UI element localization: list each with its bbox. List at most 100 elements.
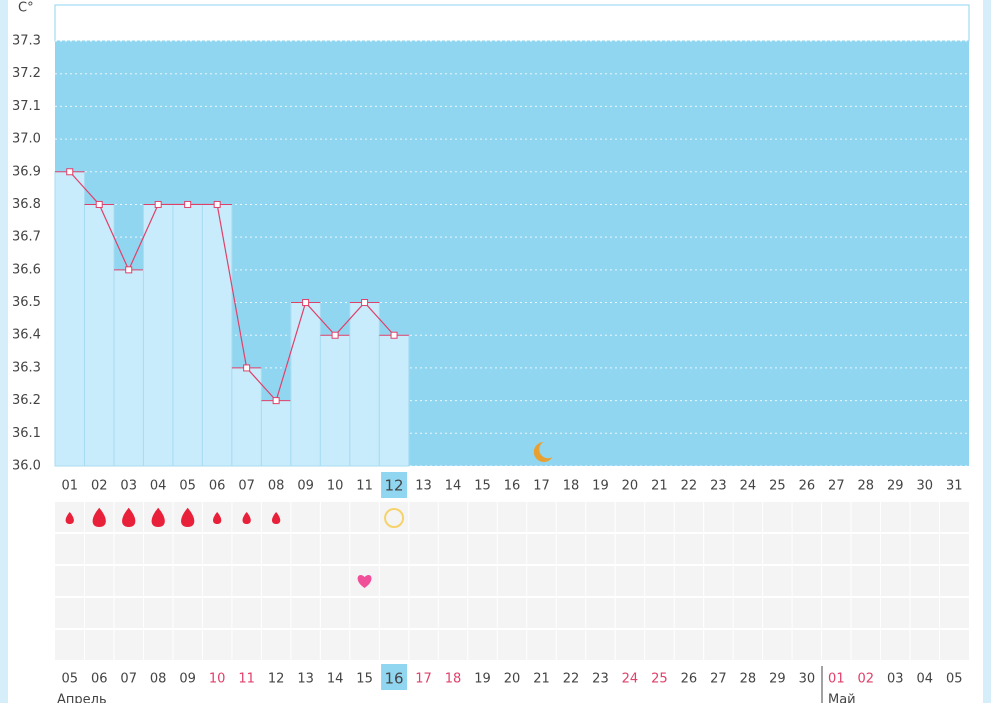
x-tick-label: 02: [91, 479, 108, 494]
calendar-day: 19: [474, 672, 491, 687]
x-tick-label: 06: [209, 479, 226, 494]
y-tick-label: 36.2: [12, 393, 41, 408]
x-tick-label: 25: [769, 479, 786, 494]
y-tick-label: 37.1: [12, 99, 41, 114]
calendar-day: 16: [385, 670, 404, 688]
y-tick-label: 36.3: [12, 360, 41, 375]
temperature-line: [69, 171, 395, 402]
x-tick-label: 31: [946, 479, 963, 494]
x-tick-label: 17: [533, 479, 550, 494]
x-tick-label: 27: [828, 479, 845, 494]
y-tick-label: 37.3: [12, 34, 41, 49]
bar: [201, 203, 233, 467]
x-tick-label: 07: [238, 479, 255, 494]
bar: [319, 334, 351, 467]
x-tick-label: 29: [887, 479, 904, 494]
month-label: Май: [828, 693, 856, 703]
x-tick-label: 05: [179, 479, 196, 494]
calendar-day: 20: [504, 672, 521, 687]
calendar-day: 18: [445, 672, 462, 687]
drop-icon: [271, 512, 281, 524]
calendar-day: 25: [651, 672, 668, 687]
point-marker: [390, 331, 398, 339]
calendar-day: 23: [592, 672, 609, 687]
bar: [378, 334, 410, 467]
bar: [54, 171, 85, 467]
y-tick-label: 36.6: [12, 262, 41, 277]
y-tick-label: 36.5: [12, 295, 41, 310]
x-tick-label: 09: [297, 479, 314, 494]
point-marker: [213, 200, 221, 208]
calendar-day: 27: [710, 672, 727, 687]
drop-icon: [242, 512, 251, 524]
point-marker: [361, 299, 369, 307]
event-grid: [55, 502, 969, 662]
calendar-day: 21: [533, 672, 550, 687]
calendar-day: 15: [356, 672, 373, 687]
x-tick-label: 19: [592, 479, 609, 494]
point-marker: [243, 364, 251, 372]
calendar-day: 03: [887, 672, 904, 687]
x-tick-label: 18: [563, 479, 580, 494]
calendar-day: 01: [828, 672, 845, 687]
x-tick-label: 24: [740, 479, 757, 494]
bar: [290, 302, 321, 467]
calendar-day: 09: [179, 672, 196, 687]
bar: [83, 203, 115, 467]
y-tick-label: 36.9: [12, 164, 41, 179]
x-tick-label: 03: [120, 479, 137, 494]
point-marker: [95, 200, 103, 208]
y-tick-label: 36.1: [12, 426, 41, 441]
calendar-day: 10: [209, 672, 226, 687]
x-tick-label: 30: [917, 479, 934, 494]
x-tick-label: 22: [681, 479, 698, 494]
y-tick-label: 37.0: [12, 132, 41, 147]
y-tick-label: 37.2: [12, 66, 41, 81]
heart-icon: [357, 575, 372, 588]
x-tick-label: 14: [445, 479, 462, 494]
x-tick-label: 08: [268, 479, 285, 494]
calendar-day: 07: [120, 672, 137, 687]
calendar-day: 28: [740, 672, 757, 687]
y-tick-label: 36.7: [12, 230, 41, 245]
bar: [113, 269, 144, 467]
x-tick-label: 11: [356, 479, 373, 494]
x-tick-label: 13: [415, 479, 432, 494]
x-tick-label: 01: [61, 479, 78, 494]
x-tick-label: 16: [504, 479, 521, 494]
calendar-day: 04: [917, 672, 934, 687]
x-tick-label: 20: [622, 479, 639, 494]
bar: [231, 367, 262, 467]
drop-icon: [122, 507, 136, 527]
drop-icon: [181, 507, 195, 527]
ovulation-icon: [384, 508, 405, 528]
x-tick-label: 04: [150, 479, 167, 494]
calendar-day: 11: [238, 672, 255, 687]
calendar-day: 02: [858, 672, 875, 687]
point-marker: [66, 168, 74, 176]
header-band: [54, 4, 970, 42]
y-tick-label: 36.4: [12, 328, 41, 343]
calendar-day: 22: [563, 672, 580, 687]
bar: [142, 203, 174, 467]
calendar-day: 06: [91, 672, 108, 687]
point-marker: [272, 397, 280, 405]
x-tick-label: 23: [710, 479, 727, 494]
drop-icon: [92, 507, 106, 527]
bar: [260, 400, 292, 467]
x-tick-label: 21: [651, 479, 668, 494]
y-axis-label: C°: [18, 1, 34, 16]
point-marker: [154, 200, 162, 208]
selected-day: [381, 664, 408, 690]
calendar-day: 05: [946, 672, 963, 687]
x-tick-label: 26: [799, 479, 816, 494]
calendar-day: 05: [61, 672, 78, 687]
calendar-day: 12: [268, 672, 285, 687]
calendar-day: 24: [622, 672, 639, 687]
calendar-day: 08: [150, 672, 167, 687]
point-marker: [125, 266, 133, 274]
calendar-day: 17: [415, 672, 432, 687]
point-marker: [331, 331, 339, 339]
